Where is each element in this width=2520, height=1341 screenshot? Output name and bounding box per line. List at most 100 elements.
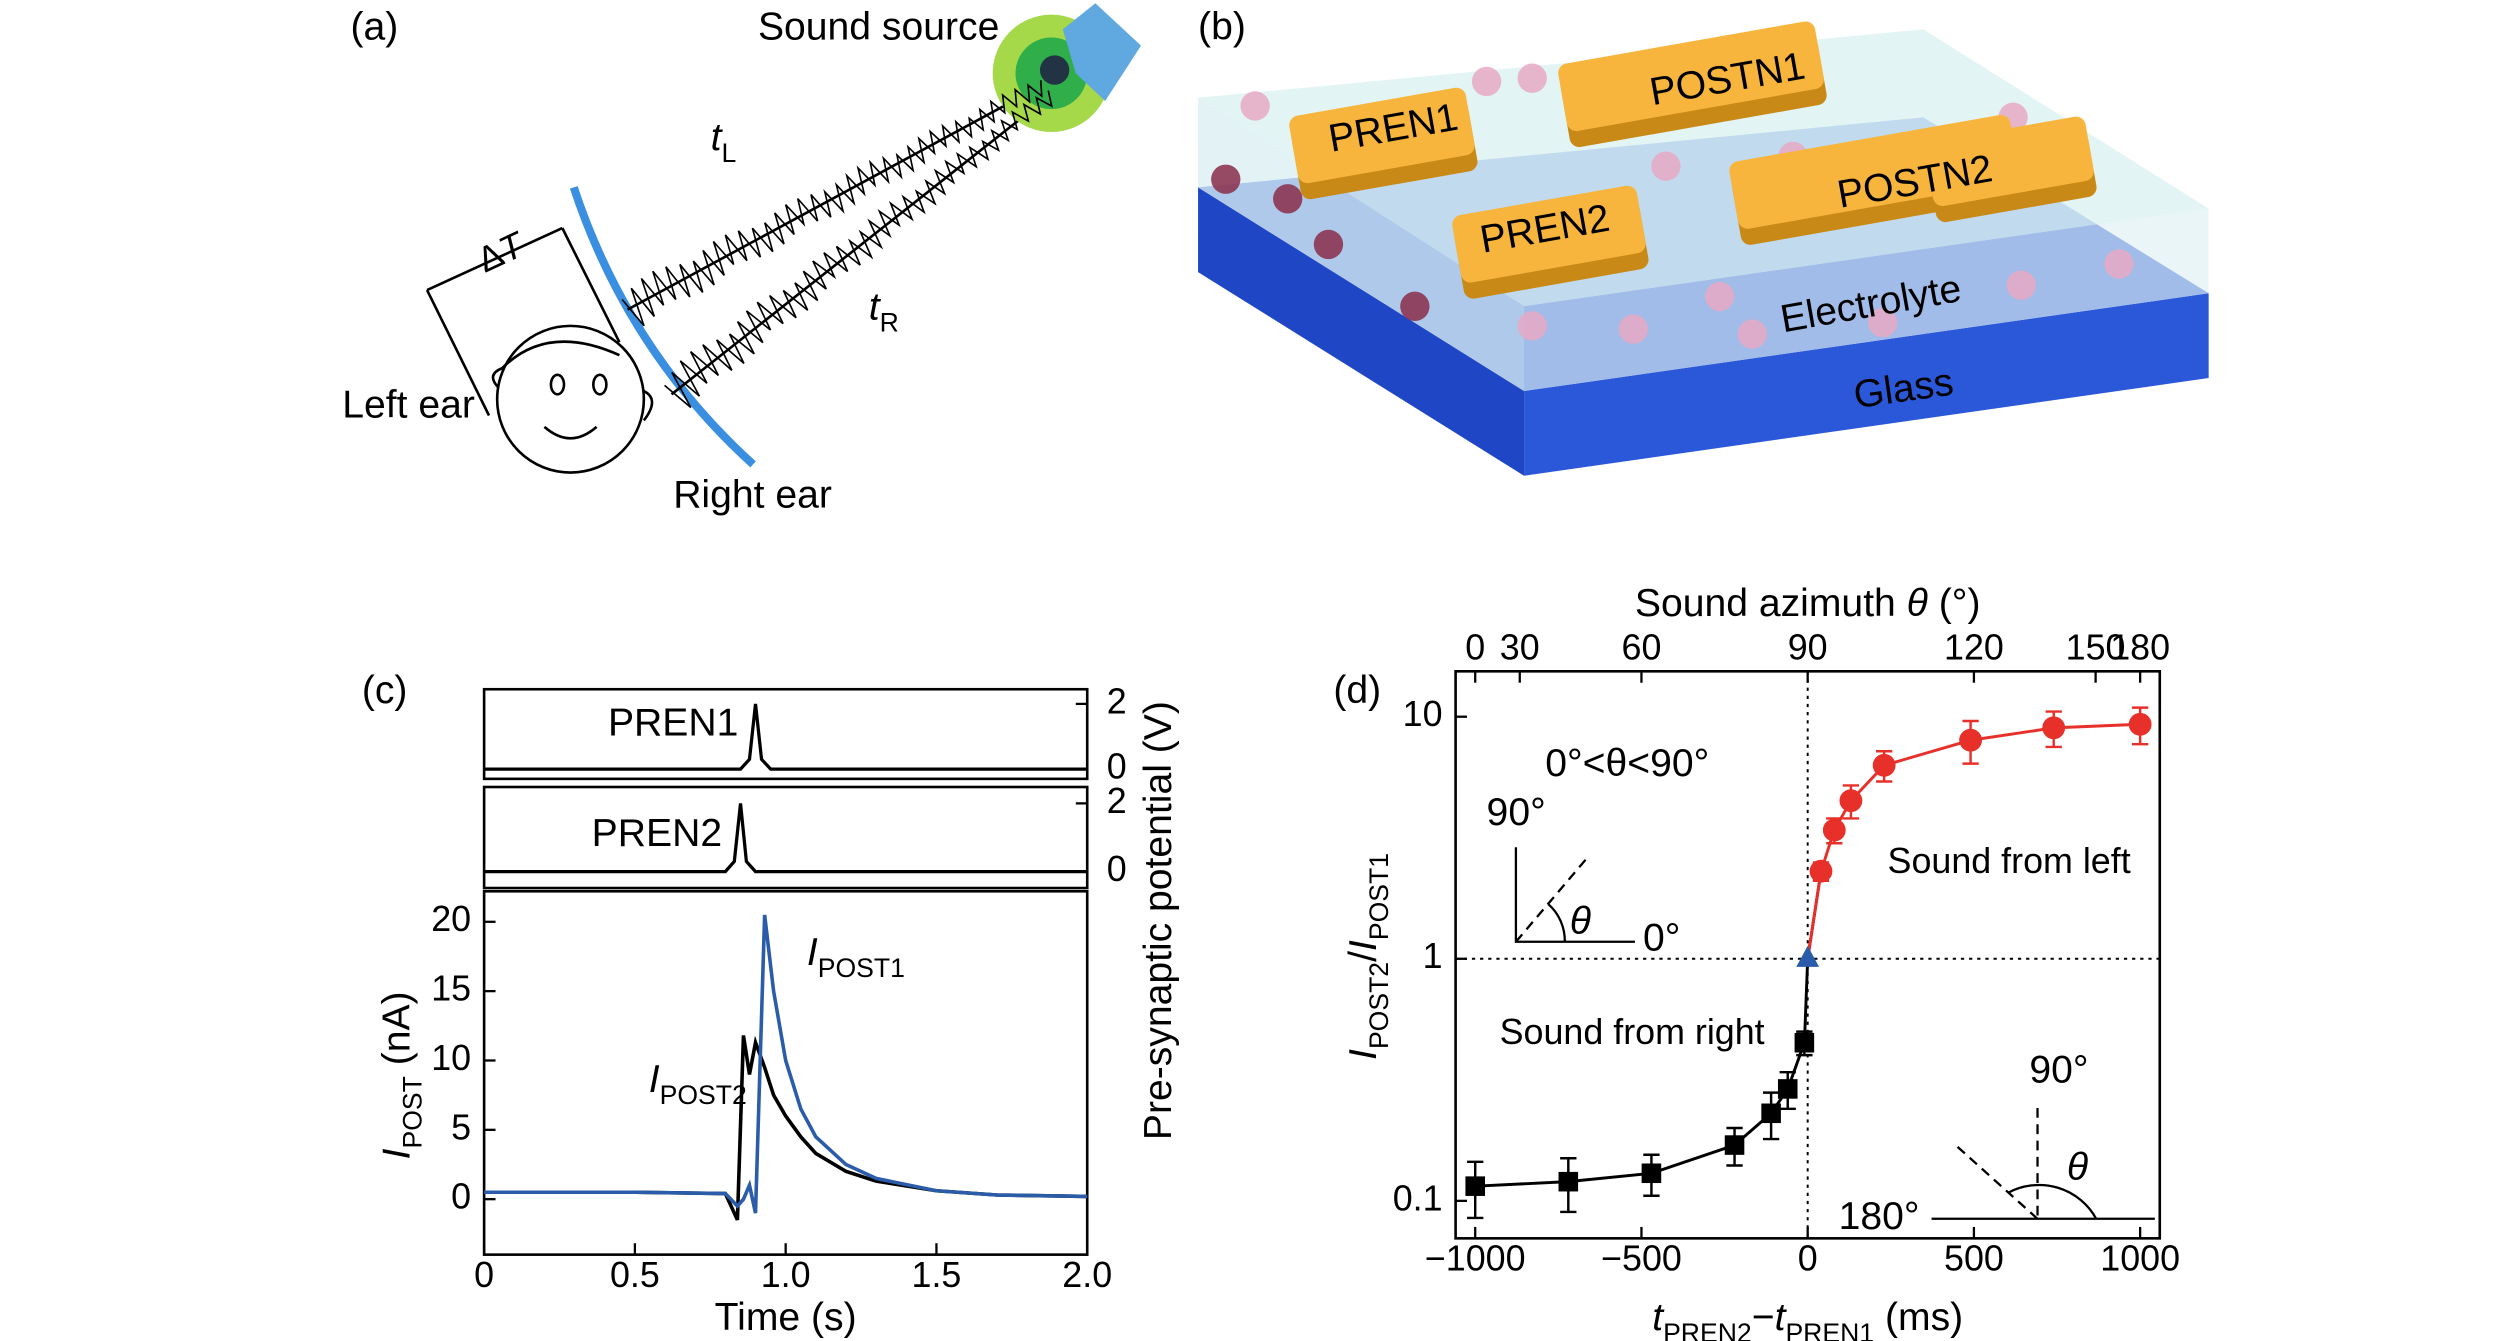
marker [1959,728,1983,752]
glass-side [1198,187,1525,476]
hair [491,340,620,389]
electrolyte-side [1198,97,1525,392]
delta-t: ΔT [471,224,532,281]
source-label: Sound source [758,6,999,49]
text-part: (°) [1928,582,1981,625]
x-tick-label: 0.5 [610,1255,660,1295]
x-tick-label: 1000 [2100,1239,2180,1279]
eye [549,373,566,396]
data-line [484,703,1088,771]
glass-front [1524,293,2209,476]
electrode [1289,87,1478,200]
plot-frame [482,785,1089,890]
right-ear-label: Right ear [673,473,832,516]
y-tick-label: 1 [1423,936,1443,976]
ion [1651,151,1681,181]
inset-label: 180° [1839,1195,1920,1238]
text-part: POST1 [1364,853,1394,940]
electrode-top [1452,185,1646,283]
y-tick-label: 0 [451,1177,471,1217]
y-tick-label: 20 [431,899,471,939]
source-core [1039,55,1070,85]
text-part: POST2 [1364,962,1394,1049]
marker [1558,1171,1579,1192]
text-part: t [1652,1296,1665,1339]
ions [1211,63,2134,349]
panel-label: (b) [1198,6,1246,49]
text-part: t [1775,1296,1788,1339]
connector [1806,870,1823,959]
text-part: (ms) [1874,1296,1963,1339]
wavefront [569,186,756,468]
inset-label: 90° [2029,1048,2088,1091]
y-tick-label: 5 [451,1107,471,1147]
x2-tick-label: 180 [2110,628,2170,668]
text-part: I [1342,1049,1385,1060]
x2-tick-label: 60 [1622,628,1662,668]
speaker [1062,3,1142,102]
marker [1465,1176,1485,1196]
head [495,324,646,474]
dimension-line [425,289,491,417]
marker [2042,716,2066,740]
ion [1313,229,1344,260]
data-line [484,1035,1088,1221]
t-left: tL [711,116,737,168]
marker [2128,712,2152,736]
annotation: 0°<θ<90° [1545,742,1709,785]
x-tick-label: 2.0 [1062,1255,1112,1295]
text-part: L [722,138,737,168]
panel-b: (b)PREN1POSTN1PREN2POSTN2ElectrolyteGlas… [1198,6,2209,476]
x2-axis-label: Sound azimuth θ (°) [1635,582,1981,625]
y-tick-label: 10 [1403,694,1443,734]
inset-label: θ [1570,900,1591,943]
marker [1809,859,1833,883]
text-part: Sound azimuth [1635,582,1907,625]
t-right: tR [869,286,899,338]
data-line [484,803,1088,874]
electrode-top [1289,87,1475,184]
y-tick-label: 10 [431,1038,471,1078]
x-tick-label: −1000 [1425,1239,1526,1279]
electrodes [1289,21,2097,299]
electrode [1452,185,1649,299]
x-tick-label: 0 [474,1255,494,1295]
ion [1471,66,1502,97]
ion [1704,281,1735,312]
text-part: I [807,931,818,974]
x-tick-label: 500 [1944,1239,2004,1279]
mouth [543,425,598,440]
inset-arc [2007,1183,2098,1220]
ion [2104,249,2134,279]
x-tick-label: 1.5 [912,1255,962,1295]
x-tick-label: 1.0 [761,1255,811,1295]
y-axis-label: IPOST2/IPOST1 [1342,853,1394,1060]
inset-arc [1547,903,1566,942]
y2-tick-label: 0 [1107,849,1127,889]
annotation: Sound from left [1888,841,2131,881]
ion [1211,164,1241,194]
ion [1400,291,1430,321]
text-part: I [1342,940,1385,951]
ion [1273,184,1303,214]
sound-wave [664,90,1053,409]
trace-label: PREN2 [592,812,722,855]
panel-label: (c) [362,669,408,712]
text-part: POST2 [660,1080,747,1110]
electrode-top [1558,21,1824,132]
ion [1517,63,1547,93]
dimension-line [426,226,563,292]
ion [1517,311,1547,341]
y2-tick-label: 0 [1107,747,1127,787]
plot-frame [482,687,1089,781]
marker [1761,1103,1781,1124]
marker [1724,1135,1745,1155]
eye [592,373,608,396]
text-part: / [1342,951,1385,962]
ion [1737,319,1767,349]
sound-wave [621,80,1043,327]
text-part: PREN2 [1663,1318,1752,1341]
text-part: − [1752,1296,1775,1339]
text-part: POST [397,1076,427,1148]
